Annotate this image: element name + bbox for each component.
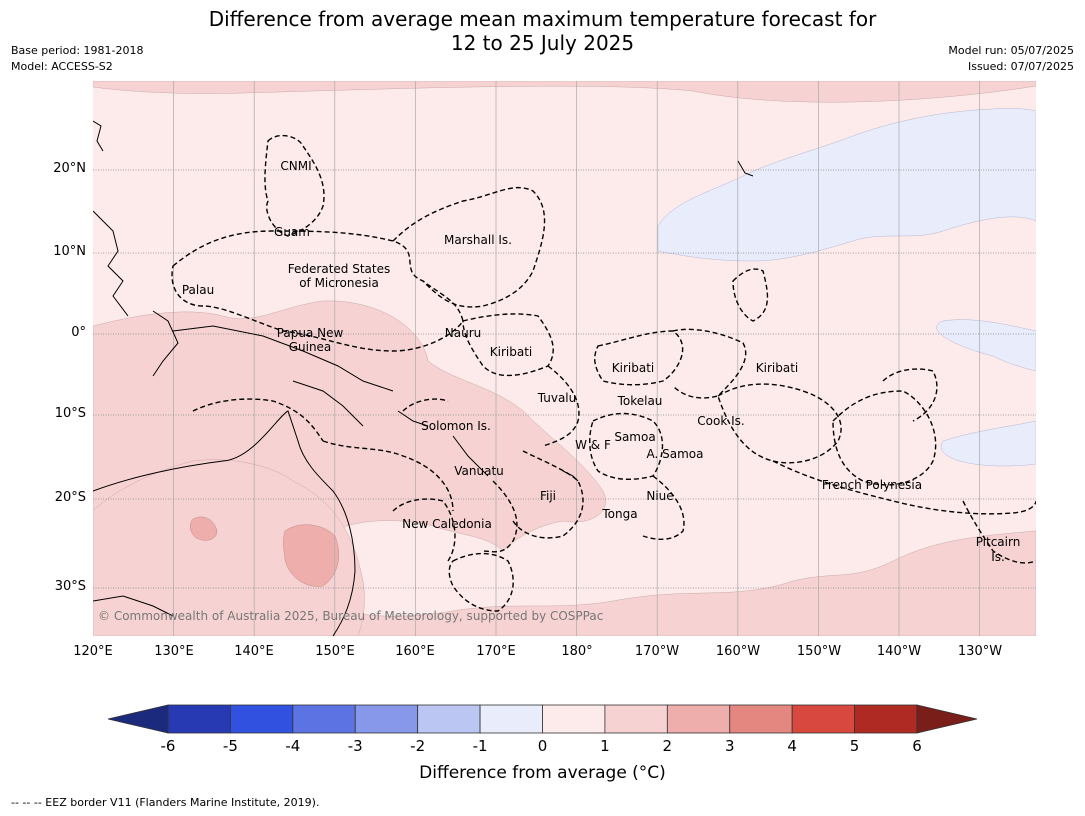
label-png-2: Guinea: [288, 340, 332, 354]
colorbar-low-extension: [107, 704, 169, 734]
x-tick-160w: 160°W: [715, 644, 761, 659]
anomaly-band-2-3-patch-2: [283, 524, 339, 587]
colorbar-tick-label: -1: [472, 737, 488, 755]
colorbar-segment: [354, 704, 419, 734]
colorbar-tick-label: 3: [724, 737, 735, 755]
colorbar: [107, 704, 978, 734]
x-tick-120e: 120°E: [73, 644, 113, 659]
colorbar-tick-label: 1: [600, 737, 610, 755]
eez-borders: [171, 134, 1036, 612]
map-svg: [93, 81, 1036, 636]
colorbar-segment: [729, 704, 793, 734]
x-tick-180: 180°: [561, 644, 593, 659]
anomaly-band-negative-north: [657, 108, 1036, 262]
colorbar-segment: [230, 704, 294, 734]
x-tick-140e: 140°E: [234, 644, 274, 659]
colorbar-tick-label: -6: [160, 737, 176, 755]
label-tonga: Tonga: [602, 507, 638, 521]
x-tick-170e: 170°E: [476, 644, 516, 659]
colorbar-high-extension: [916, 704, 978, 734]
colorbar-label: Difference from average (°C): [419, 763, 666, 783]
colorbar-segment: [791, 704, 855, 734]
colorbar-segment: [604, 704, 668, 734]
label-vanuatu: Vanuatu: [454, 464, 504, 478]
label-pitcairn-1: Pitcairn: [975, 535, 1021, 549]
label-solomon: Solomon Is.: [421, 419, 491, 433]
x-tick-140w: 140°W: [876, 644, 922, 659]
colorbar-tick-label: 6: [912, 737, 922, 755]
colorbar-tick-label: 4: [787, 737, 797, 755]
colorbar-tick-label: 0: [537, 737, 548, 755]
label-fiji: Fiji: [539, 489, 557, 503]
colorbar-segments: [167, 704, 918, 734]
anomaly-band-negative-se: [940, 420, 1036, 467]
colorbar-segment: [542, 704, 606, 734]
y-tick-30s: 30°S: [54, 579, 86, 594]
label-wallis-futuna: W & F: [575, 438, 611, 452]
label-cnmi: CNMI: [280, 159, 312, 173]
label-fsm-2: of Micronesia: [299, 276, 379, 290]
label-kiribati-east: Kiribati: [755, 361, 799, 375]
y-tick-10s: 10°S: [54, 406, 86, 421]
model-name: Model: ACCESS-S2: [11, 60, 113, 73]
x-tick-150w: 150°W: [796, 644, 842, 659]
map-area[interactable]: CNMI Guam Marshall Is. Federated States …: [93, 81, 1036, 636]
anomaly-band-negative-east: [936, 319, 1036, 372]
colorbar-tick-label: 5: [849, 737, 860, 755]
colorbar-tick-label: -2: [410, 737, 426, 755]
eez-footnote: -- -- -- EEZ border V11 (Flanders Marine…: [11, 796, 320, 809]
label-american-samoa: A. Samoa: [646, 447, 704, 461]
x-tick-160e: 160°E: [395, 644, 435, 659]
chart-title-line-1: Difference from average mean maximum tem…: [208, 7, 877, 31]
colorbar-tick-label: -5: [222, 737, 238, 755]
colorbar-segment: [479, 704, 543, 734]
issued-date: Issued: 07/07/2025: [967, 60, 1074, 73]
label-french-polynesia: French Polynesia: [821, 478, 923, 492]
latitude-lines: [93, 169, 1036, 589]
label-palau: Palau: [181, 283, 215, 297]
copyright-notice: © Commonwealth of Australia 2025, Bureau…: [98, 609, 604, 623]
label-cook: Cook Is.: [697, 414, 745, 428]
y-tick-20s: 20°S: [54, 490, 86, 505]
x-tick-130w: 130°W: [957, 644, 1003, 659]
label-kiribati-central: Kiribati: [611, 361, 655, 375]
model-run: Model run: 05/07/2025: [948, 44, 1074, 57]
label-tuvalu: Tuvalu: [537, 391, 577, 405]
label-fsm-1: Federated States: [287, 262, 391, 276]
label-guam: Guam: [274, 225, 310, 239]
anomaly-band-2-3-patch-1: [190, 516, 218, 541]
coastlines: [93, 120, 754, 636]
label-marshall: Marshall Is.: [444, 233, 512, 247]
colorbar-segment: [417, 704, 481, 734]
base-period: Base period: 1981-2018: [11, 44, 144, 57]
label-niue: Niue: [646, 489, 674, 503]
colorbar-segment: [167, 704, 231, 734]
y-tick-20n: 20°N: [53, 161, 86, 176]
label-nauru: Nauru: [444, 326, 482, 340]
colorbar-segment: [666, 704, 731, 734]
chart-title-line-2: 12 to 25 July 2025: [450, 31, 635, 55]
label-pitcairn-2: Is.: [991, 550, 1005, 564]
y-tick-0: 0°: [71, 325, 86, 340]
label-png-1: Papua New: [276, 326, 344, 340]
colorbar-segment: [292, 704, 356, 734]
y-tick-10n: 10°N: [53, 244, 86, 259]
x-tick-170w: 170°W: [634, 644, 680, 659]
anomaly-band-1-2-north: [93, 81, 1036, 103]
colorbar-segment: [854, 704, 918, 734]
colorbar-tick-label: 2: [662, 737, 673, 755]
colorbar-tick-label: -3: [347, 737, 363, 755]
graticule: [173, 81, 980, 636]
label-samoa: Samoa: [614, 430, 656, 444]
label-new-caledonia: New Caledonia: [402, 517, 492, 531]
label-kiribati-west: Kiribati: [489, 345, 533, 359]
label-tokelau: Tokelau: [617, 394, 663, 408]
colorbar-tick-label: -4: [285, 737, 301, 755]
x-tick-150e: 150°E: [315, 644, 355, 659]
x-tick-130e: 130°E: [154, 644, 194, 659]
